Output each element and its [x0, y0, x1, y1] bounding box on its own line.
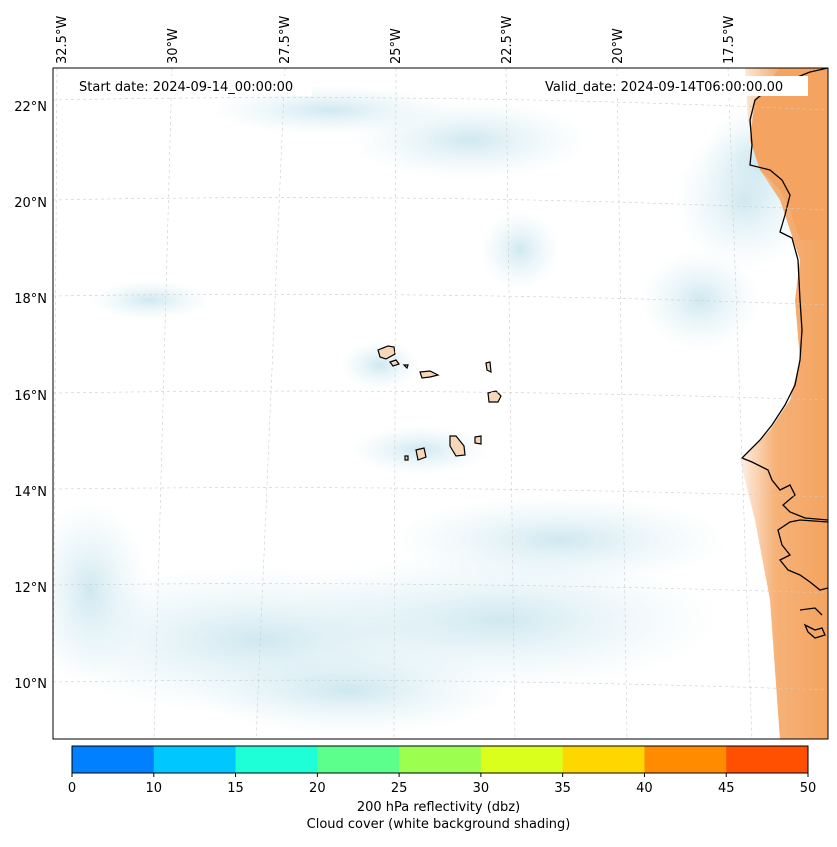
- colorbar-tick-label: 30: [473, 781, 490, 796]
- parallel-16n: [53, 390, 828, 401]
- colorbar-tick-label: 50: [800, 781, 817, 796]
- colorbar-frame: [71, 745, 809, 774]
- colorbar-tick-label: 35: [554, 781, 571, 796]
- colorbar-tick-label: 40: [636, 781, 653, 796]
- colorbar-segment: [235, 746, 318, 773]
- meridian-32-5w: [53, 68, 58, 739]
- land-strong-shading: [750, 68, 828, 240]
- colorbar-segment: [644, 746, 727, 773]
- lon-label: 27.5°W: [278, 16, 293, 64]
- africa-coastline-south: [777, 519, 828, 639]
- valid-date-label: Valid_date: 2024-09-14T06:00:00.00: [545, 80, 783, 95]
- parallel-14n: [53, 487, 828, 498]
- island-sao-nicolau: [419, 370, 440, 379]
- meridian-30w: [153, 68, 173, 739]
- lon-label: 25°W: [389, 28, 404, 64]
- island-santa-luzia: [402, 364, 409, 370]
- colorbar-tick-label: 25: [391, 781, 408, 796]
- lat-label: 20°N: [14, 196, 47, 211]
- lat-label: 22°N: [14, 100, 47, 115]
- colorbar-segment: [317, 746, 400, 773]
- colorbar-segment: [726, 746, 809, 773]
- meridian-25w: [393, 68, 397, 739]
- lat-label: 16°N: [14, 389, 47, 404]
- africa-coastline: [740, 68, 828, 521]
- parallel-20n: [53, 197, 828, 211]
- parallel-18n: [53, 293, 828, 306]
- cloud-cover-shading: [53, 85, 820, 735]
- lon-label: 32.5°W: [55, 16, 70, 64]
- cape-verde-islands: [377, 345, 502, 461]
- lat-label: 10°N: [14, 677, 47, 692]
- map-frame: [52, 67, 829, 740]
- meridian-17-5w: [727, 68, 753, 739]
- colorbar-tick-label: 45: [718, 781, 735, 796]
- island-santiago: [449, 435, 466, 457]
- island-boa-vista: [487, 390, 502, 403]
- colorbar-label: 200 hPa reflectivity (dbz): [356, 800, 521, 815]
- start-date-box: [72, 76, 312, 96]
- colorbar-ticks: 0 10 15 20 25 30 35 40 45 50: [68, 773, 816, 796]
- colorbar-sublabel: Cloud cover (white background shading): [306, 817, 571, 832]
- colorbar-tick-label: 20: [309, 781, 326, 796]
- start-date-label: Start date: 2024-09-14_00:00:00: [79, 80, 293, 95]
- meridian-27-5w: [255, 68, 286, 739]
- island-sal: [485, 361, 492, 374]
- meridian-20w: [616, 68, 628, 739]
- lat-label: 18°N: [14, 292, 47, 307]
- colorbar-segment: [480, 746, 564, 773]
- colorbar-segment: [153, 746, 237, 773]
- colorbar-tick-label: 0: [68, 781, 76, 796]
- parallel-12n: [53, 583, 828, 594]
- graticule: [53, 68, 828, 739]
- lat-label: 12°N: [14, 581, 47, 596]
- lon-label: 30°W: [166, 28, 181, 64]
- colorbar-tick-label: 10: [146, 781, 163, 796]
- parallel-10n: [53, 679, 828, 691]
- lat-label: 14°N: [14, 485, 47, 500]
- colorbar: [72, 746, 809, 773]
- parallel-22n: [53, 97, 828, 111]
- lon-label: 22.5°W: [500, 16, 515, 64]
- colorbar-segment: [562, 746, 645, 773]
- colorbar-tick-label: 15: [227, 781, 244, 796]
- colorbar-segment: [72, 746, 155, 773]
- island-fogo: [415, 447, 427, 461]
- meridian-22-5w: [505, 68, 516, 739]
- island-sao-vicente: [389, 359, 400, 367]
- valid-date-box: [540, 76, 808, 96]
- map-content: [53, 68, 828, 739]
- island-brava: [404, 455, 409, 461]
- island-santo-antao: [377, 345, 396, 360]
- island-maio: [474, 435, 482, 445]
- colorbar-segment: [399, 746, 482, 773]
- lon-label: 20°W: [611, 28, 626, 64]
- latitude-labels: 22°N 20°N 18°N 16°N 14°N 12°N 10°N: [14, 100, 47, 692]
- longitude-labels: 32.5°W 30°W 27.5°W 25°W 22.5°W 20°W 17.5…: [55, 16, 737, 64]
- lon-label: 17.5°W: [722, 16, 737, 64]
